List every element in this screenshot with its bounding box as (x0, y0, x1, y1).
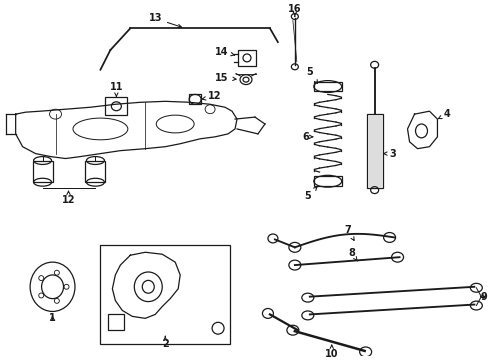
Text: 5: 5 (304, 187, 317, 201)
Bar (368, 116, 381, 186)
Text: 16: 16 (288, 4, 302, 16)
Text: 15: 15 (215, 73, 236, 83)
Bar (108, 314, 124, 330)
Text: 7: 7 (344, 225, 354, 240)
Text: 12: 12 (202, 91, 222, 102)
Bar (314, 176, 342, 186)
Text: 10: 10 (325, 345, 339, 359)
Bar (238, 50, 256, 66)
Text: 14: 14 (215, 47, 235, 57)
Text: 13: 13 (148, 13, 181, 28)
Text: 8: 8 (348, 248, 358, 261)
Text: 2: 2 (162, 336, 169, 349)
Text: 6: 6 (302, 132, 313, 142)
Bar (105, 97, 127, 115)
Bar (314, 82, 342, 91)
Text: 4: 4 (439, 109, 451, 119)
Bar (367, 114, 383, 188)
Text: 1: 1 (49, 313, 56, 323)
Text: 11: 11 (110, 81, 123, 97)
Bar (33, 161, 52, 182)
Text: 5: 5 (306, 67, 318, 83)
Bar (100, 246, 230, 344)
Text: 3: 3 (383, 149, 396, 159)
Bar (189, 94, 201, 104)
Bar (85, 161, 105, 182)
Text: 9: 9 (481, 292, 488, 302)
Text: 12: 12 (62, 191, 75, 205)
